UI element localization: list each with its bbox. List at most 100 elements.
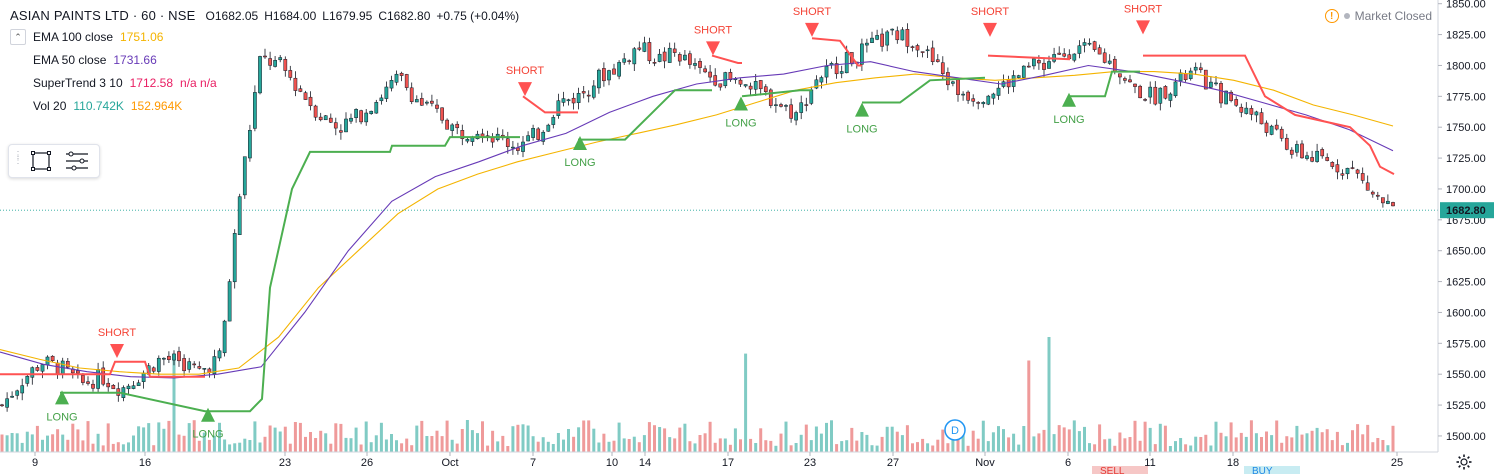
x-axis[interactable]: 9 16 23 26 Oct 7 10 14 17 23 27 Nov 6 11 18 25	[32, 452, 1403, 469]
short-signal[interactable]: SHORT	[694, 24, 733, 56]
candle-body[interactable]	[1300, 143, 1304, 159]
candle-body[interactable]	[470, 137, 475, 142]
candle-body[interactable]	[1254, 111, 1259, 116]
candle-body[interactable]	[880, 33, 884, 47]
candle-body[interactable]	[465, 139, 470, 142]
candle-body[interactable]	[531, 128, 535, 138]
candle-body[interactable]	[1386, 200, 1390, 204]
candle-body[interactable]	[237, 196, 242, 235]
candle-body[interactable]	[298, 88, 303, 92]
candle-body[interactable]	[672, 48, 677, 53]
candle-body[interactable]	[258, 56, 262, 94]
candle-body[interactable]	[1128, 79, 1132, 83]
candle-body[interactable]	[50, 355, 55, 361]
candle-body[interactable]	[1102, 52, 1107, 63]
candle-body[interactable]	[419, 98, 424, 106]
candle-body[interactable]	[556, 100, 561, 116]
candle-body[interactable]	[930, 47, 935, 62]
candle-body[interactable]	[414, 99, 419, 103]
candle-body[interactable]	[187, 361, 192, 370]
candle-body[interactable]	[774, 104, 778, 106]
rectangle-icon[interactable]	[27, 147, 55, 175]
supertrend-down-line[interactable]	[811, 37, 862, 67]
candle-body[interactable]	[890, 28, 895, 31]
candle-body[interactable]	[323, 115, 328, 121]
candle-body[interactable]	[637, 47, 642, 50]
candle-body[interactable]	[662, 51, 667, 62]
candle-body[interactable]	[693, 63, 697, 66]
candle-body[interactable]	[1042, 62, 1046, 70]
candle-body[interactable]	[242, 156, 247, 196]
candle-body[interactable]	[597, 69, 601, 89]
candle-body[interactable]	[430, 100, 434, 104]
candle-body[interactable]	[333, 122, 338, 129]
candle-body[interactable]	[1188, 70, 1193, 79]
candle-body[interactable]	[445, 119, 449, 130]
supertrend-down-line[interactable]	[987, 54, 1071, 61]
candle-body[interactable]	[1118, 73, 1122, 78]
ema100-line[interactable]	[0, 71, 1394, 375]
candle-body[interactable]	[753, 81, 758, 90]
candle-body[interactable]	[804, 104, 809, 106]
long-signal[interactable]: LONG	[564, 136, 596, 169]
candle-body[interactable]	[677, 54, 682, 62]
candle-body[interactable]	[784, 105, 788, 107]
candle-body[interactable]	[1244, 107, 1249, 114]
candle-body[interactable]	[1315, 150, 1319, 162]
candle-body[interactable]	[288, 70, 293, 78]
candle-body[interactable]	[789, 104, 793, 119]
candle-body[interactable]	[1123, 78, 1127, 81]
candle-body[interactable]	[1107, 60, 1112, 64]
candle-body[interactable]	[30, 367, 35, 378]
candle-body[interactable]	[738, 79, 743, 85]
candle-body[interactable]	[986, 95, 991, 105]
candle-body[interactable]	[966, 91, 970, 101]
candle-body[interactable]	[743, 84, 748, 87]
candle-body[interactable]	[293, 77, 298, 91]
supertrend-down-line[interactable]	[711, 54, 742, 64]
candle-body[interactable]	[1375, 194, 1380, 197]
candle-body[interactable]	[546, 124, 551, 132]
candle-body[interactable]	[647, 42, 652, 62]
candle-body[interactable]	[566, 99, 571, 102]
supertrend-down-line[interactable]	[0, 360, 205, 378]
candle-body[interactable]	[1092, 41, 1097, 50]
candle-body[interactable]	[1259, 112, 1264, 125]
candle-body[interactable]	[940, 62, 945, 74]
candle-body[interactable]	[111, 385, 116, 390]
candle-body[interactable]	[1153, 86, 1158, 105]
candle-body[interactable]	[217, 350, 222, 359]
candle-body[interactable]	[303, 92, 308, 100]
dividend-marker[interactable]: D	[944, 419, 966, 441]
candle-body[interactable]	[1305, 155, 1309, 159]
candle-body[interactable]	[1163, 86, 1168, 99]
candle-body[interactable]	[576, 93, 581, 103]
candle-body[interactable]	[1183, 73, 1188, 81]
candle-body[interactable]	[354, 109, 358, 118]
short-signal[interactable]: SHORT	[971, 6, 1010, 37]
candle-body[interactable]	[1173, 81, 1178, 97]
candle-body[interactable]	[718, 83, 723, 88]
candle-body[interactable]	[1158, 87, 1163, 104]
candle-body[interactable]	[794, 112, 798, 121]
candle-body[interactable]	[222, 320, 227, 354]
candle-body[interactable]	[91, 383, 95, 389]
candle-body[interactable]	[698, 61, 702, 68]
candle-body[interactable]	[652, 62, 657, 64]
candle-body[interactable]	[1284, 137, 1289, 150]
short-signal[interactable]: SHORT	[98, 327, 137, 358]
candle-body[interactable]	[248, 130, 252, 159]
candle-body[interactable]	[1082, 42, 1087, 46]
candle-body[interactable]	[905, 29, 910, 47]
candle-body[interactable]	[167, 355, 171, 360]
candle-body[interactable]	[1047, 61, 1051, 69]
candle-body[interactable]	[156, 357, 161, 372]
candle-body[interactable]	[1365, 182, 1370, 191]
candle-body[interactable]	[1097, 47, 1102, 55]
candle-body[interactable]	[1310, 157, 1314, 162]
supertrend-down-line[interactable]	[1143, 54, 1395, 175]
candle-body[interactable]	[162, 357, 166, 360]
candle-body[interactable]	[607, 70, 611, 81]
candle-body[interactable]	[505, 138, 510, 147]
candle-body[interactable]	[951, 81, 955, 84]
